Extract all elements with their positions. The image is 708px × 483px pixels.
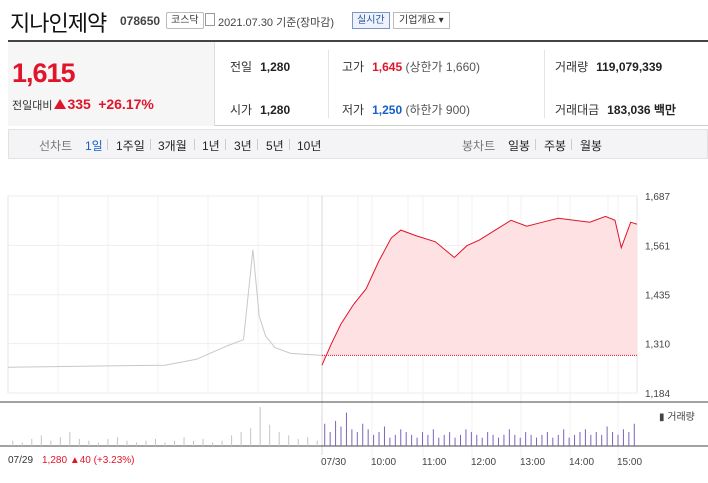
tab-divider — [535, 139, 536, 150]
prev-day-label: 07/29 — [8, 455, 34, 466]
x-tick-label: 15:00 — [617, 457, 642, 468]
prev-close-value: 1,280 — [260, 60, 291, 74]
trade-volume: 거래량 119,079,339 — [555, 58, 662, 75]
x-tick-label: 11:00 — [422, 457, 447, 468]
volume-value: 119,079,339 — [596, 60, 663, 74]
intraday-chart: 1,687 1,561 1,435 1,310 1,184 07/30 10:00 11:00… — [0, 160, 708, 483]
y-tick-label: 1,435 — [645, 291, 670, 302]
prev-day-close: 1,280 — [42, 455, 68, 466]
prev-day-rate: (+3.23%) — [93, 455, 135, 466]
price-chart-svg: 1,687 1,561 1,435 1,310 1,184 07/30 10:00 11:00… — [0, 192, 708, 470]
open-label: 시가 — [230, 103, 253, 117]
diff-rate: +26.17% — [98, 96, 154, 112]
x-tick-label: 12:00 — [471, 457, 496, 468]
low-price: 저가 1,250 (하한가 900) — [342, 101, 470, 118]
tab-divider — [257, 139, 258, 150]
tab-daily-candle[interactable]: 일봉 — [508, 139, 531, 153]
volume-legend-label: 거래량 — [667, 412, 695, 423]
y-tick-label: 1,561 — [645, 241, 670, 252]
low-label: 저가 — [342, 103, 365, 117]
line-chart-label: 선차트 — [39, 139, 73, 153]
open-value: 1,280 — [260, 103, 291, 117]
realtime-button[interactable]: 실시간 — [352, 12, 390, 29]
tab-divider — [194, 139, 195, 150]
x-tick-label: 07/30 — [321, 457, 346, 468]
tab-divider — [150, 139, 151, 150]
candle-chart-label: 봉차트 — [462, 139, 496, 153]
tab-10year[interactable]: 10년 — [297, 139, 322, 153]
y-tick-label: 1,184 — [645, 389, 670, 400]
tab-divider — [571, 139, 572, 150]
high-label: 고가 — [342, 60, 365, 74]
high-value: 1,645 — [372, 60, 403, 74]
up-arrow-icon: ▲ — [69, 455, 80, 466]
tab-divider — [225, 139, 226, 150]
series-line-today — [321, 215, 638, 366]
prev-day-summary: 1,280 ▲40 (+3.23%) — [42, 455, 134, 466]
page-header: 지나인제약 078650 코스닥 2021.07.30 기준(장마감) 실시간 … — [0, 0, 708, 40]
upper-limit: (상한가 1,660) — [405, 60, 480, 74]
x-tick-label: 14:00 — [569, 457, 594, 468]
company-overview-dropdown[interactable]: 기업개요 ▾ — [393, 12, 450, 29]
prev-close: 전일 1,280 — [230, 58, 290, 75]
divider — [544, 50, 545, 118]
tab-1day[interactable]: 1일 — [85, 139, 103, 153]
tab-divider — [107, 139, 108, 150]
stock-code: 078650 — [120, 14, 161, 28]
price-change: 전일대비 335 +26.17% — [12, 96, 154, 113]
document-icon — [205, 13, 215, 26]
series-area-today — [322, 216, 637, 366]
prev-close-label: 전일 — [230, 60, 253, 74]
volume-legend: ▮ 거래량 — [659, 412, 695, 423]
low-value: 1,250 — [372, 103, 403, 117]
x-tick-label: 10:00 — [371, 457, 396, 468]
trade-amount: 거래대금 183,036 백만 — [555, 101, 676, 118]
tab-monthly-candle[interactable]: 월봉 — [580, 139, 603, 153]
current-price-box: 1,615 전일대비 335 +26.17% — [8, 42, 215, 126]
tab-divider — [289, 139, 290, 150]
prev-day-change: 40 — [79, 455, 91, 466]
tab-3year[interactable]: 3년 — [234, 139, 252, 153]
tab-1year[interactable]: 1년 — [202, 139, 220, 153]
amount-label: 거래대금 — [555, 103, 600, 117]
lower-limit: (하한가 900) — [405, 103, 470, 117]
tab-weekly-candle[interactable]: 주봉 — [544, 139, 567, 153]
open-price: 시가 1,280 — [230, 101, 290, 118]
series-line-prev-day — [7, 249, 323, 368]
market-tag: 코스닥 — [166, 12, 204, 29]
base-date: 2021.07.30 기준(장마감) — [218, 17, 335, 29]
divider — [328, 50, 329, 118]
chart-period-tabs: 선차트 1일 1주일 3개월 1년 3년 5년 10년 봉차트 일봉 주봉 월봉 — [8, 129, 708, 159]
high-price: 고가 1,645 (상한가 1,660) — [342, 58, 480, 75]
tab-3month[interactable]: 3개월 — [158, 139, 187, 153]
stock-name: 지나인제약 — [10, 12, 107, 37]
x-tick-label: 13:00 — [520, 457, 545, 468]
price-summary: 1,615 전일대비 335 +26.17% 전일 1,280 시가 1,280 고가… — [8, 40, 708, 126]
amount-value: 183,036 백만 — [607, 103, 676, 117]
y-tick-label: 1,687 — [645, 192, 670, 203]
up-triangle-icon — [54, 99, 67, 109]
diff-value: 335 — [67, 96, 91, 112]
tab-1week[interactable]: 1주일 — [116, 139, 145, 153]
current-price: 1,615 — [12, 58, 76, 88]
diff-label: 전일대비 — [12, 100, 53, 112]
y-tick-label: 1,310 — [645, 340, 670, 351]
tab-5year[interactable]: 5년 — [266, 139, 284, 153]
volume-label: 거래량 — [555, 60, 589, 74]
